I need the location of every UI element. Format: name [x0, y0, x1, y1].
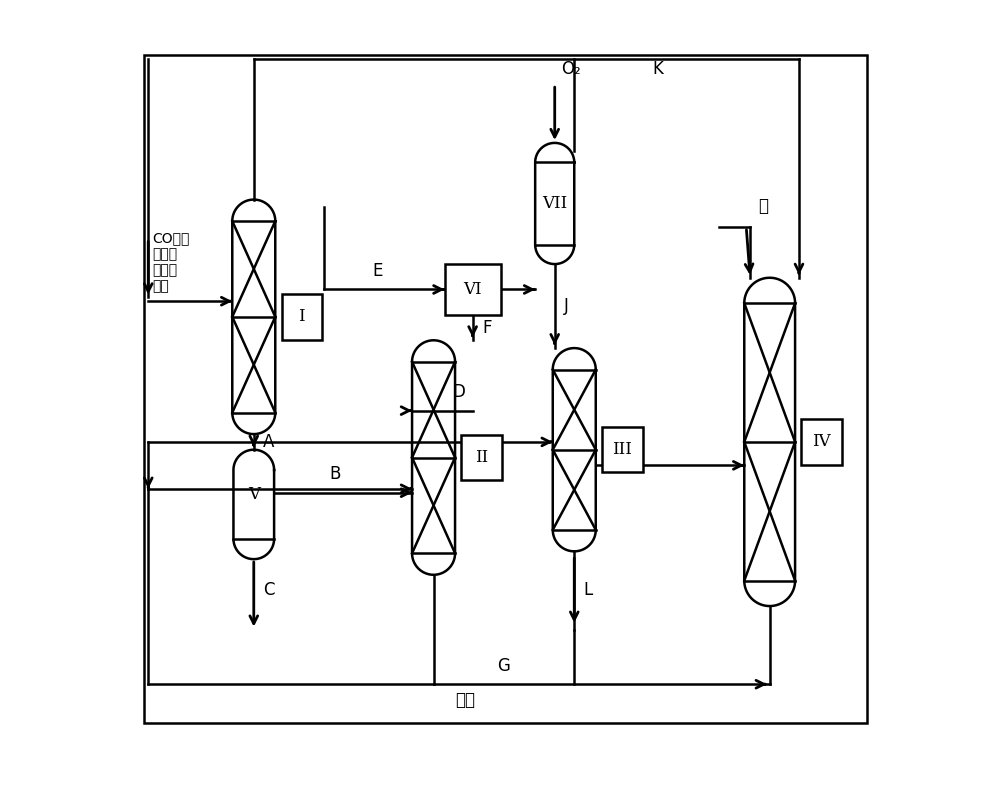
Text: 硝酸: 硝酸	[455, 691, 475, 709]
Text: 醇: 醇	[758, 198, 768, 215]
Bar	[461, 435, 502, 480]
Text: J: J	[564, 297, 569, 315]
Bar	[602, 427, 643, 472]
Text: I: I	[299, 308, 305, 325]
Text: CO、亚
硝酸酯
和惰性
气体: CO、亚 硝酸酯 和惰性 气体	[152, 231, 190, 293]
Text: IV: IV	[812, 434, 831, 450]
Text: III: III	[612, 442, 632, 458]
Bar	[282, 294, 322, 340]
Text: V: V	[248, 486, 260, 502]
Text: K: K	[652, 60, 663, 78]
Text: L: L	[584, 581, 593, 600]
Bar	[445, 264, 501, 315]
Text: G: G	[497, 656, 510, 675]
Text: VII: VII	[542, 195, 567, 212]
Bar	[801, 419, 842, 465]
Text: F: F	[482, 318, 492, 337]
Bar	[144, 55, 867, 724]
Text: D: D	[452, 383, 465, 401]
Text: VI: VI	[463, 281, 482, 298]
Text: O₂: O₂	[561, 60, 581, 78]
Text: E: E	[372, 262, 382, 280]
Text: B: B	[330, 465, 341, 483]
Text: A: A	[263, 433, 275, 451]
Text: C: C	[263, 581, 275, 600]
Text: II: II	[475, 449, 488, 466]
